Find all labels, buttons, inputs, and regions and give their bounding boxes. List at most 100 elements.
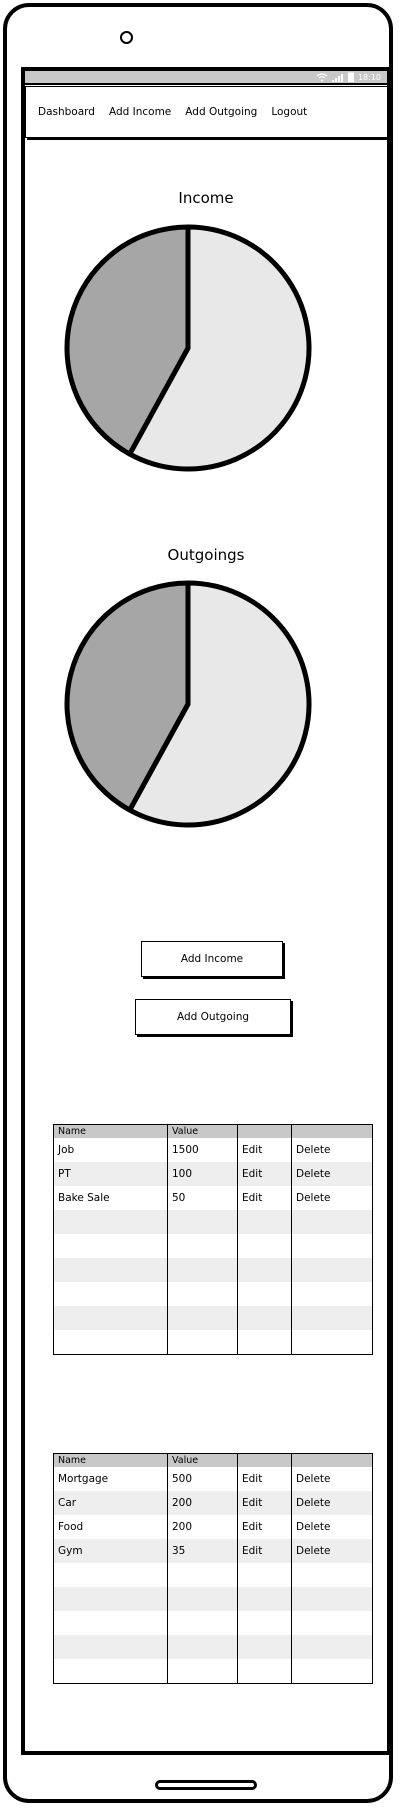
table-header-cell: Name (54, 1125, 168, 1138)
pie-slice-1 (64, 580, 191, 813)
table-cell (168, 1306, 238, 1330)
income-pie-chart (64, 224, 312, 472)
table-cell: Gym (54, 1539, 168, 1563)
table-cell (168, 1258, 238, 1282)
pie-slice-1 (64, 224, 191, 457)
table-cell: Car (54, 1491, 168, 1515)
delete-link[interactable]: Delete (296, 1192, 331, 1204)
table-header-cell: Name (54, 1454, 168, 1467)
table-row (54, 1306, 372, 1330)
table-cell (238, 1234, 292, 1258)
table-header-cell: Value (168, 1454, 238, 1467)
table-cell (168, 1659, 238, 1683)
table-cell (168, 1210, 238, 1234)
table-cell (238, 1210, 292, 1234)
edit-link[interactable]: Edit (238, 1467, 292, 1491)
table-cell (54, 1330, 168, 1354)
table-cell: 35 (168, 1539, 238, 1563)
table-row: Car 200 Edit Delete (54, 1491, 372, 1515)
edit-link[interactable]: Edit (238, 1162, 292, 1186)
table-cell (54, 1635, 168, 1659)
pie-slice-0 (127, 580, 312, 828)
table-cell (54, 1258, 168, 1282)
table-cell: PT (54, 1162, 168, 1186)
edit-link[interactable]: Edit (238, 1491, 292, 1515)
table-cell: 50 (168, 1186, 238, 1210)
table-cell (168, 1635, 238, 1659)
table-row (54, 1234, 372, 1258)
table-row: PT 100 Edit Delete (54, 1162, 372, 1186)
delete-link[interactable]: Delete (296, 1168, 331, 1180)
delete-link[interactable]: Delete (296, 1497, 331, 1509)
table-row (54, 1659, 372, 1683)
table-row: Mortgage 500 Edit Delete (54, 1467, 372, 1491)
nav-logout[interactable]: Logout (271, 106, 308, 118)
table-cell (292, 1563, 372, 1587)
status-bar: 18:10 (25, 71, 387, 85)
table-cell (238, 1587, 292, 1611)
nav-add-income[interactable]: Add Income (108, 106, 172, 118)
table-cell (238, 1563, 292, 1587)
nav-add-outgoing[interactable]: Add Outgoing (185, 106, 258, 118)
table-cell (54, 1210, 168, 1234)
table-cell (292, 1587, 372, 1611)
add-income-button[interactable]: Add Income (141, 941, 283, 977)
table-row (54, 1587, 372, 1611)
table-row (54, 1330, 372, 1354)
add-outgoing-button[interactable]: Add Outgoing (135, 999, 291, 1035)
delete-link[interactable]: Delete (296, 1521, 331, 1533)
delete-link[interactable]: Delete (296, 1144, 331, 1156)
delete-link[interactable]: Delete (296, 1545, 331, 1557)
edit-link[interactable]: Edit (238, 1539, 292, 1563)
table-cell (54, 1587, 168, 1611)
table-cell: Mortgage (54, 1467, 168, 1491)
table-row (54, 1611, 372, 1635)
outgoings-pie-chart (64, 580, 312, 828)
table-cell (54, 1563, 168, 1587)
table-cell (238, 1635, 292, 1659)
pie-slice-0 (127, 224, 312, 472)
table-header-cell (292, 1125, 372, 1138)
nav-dashboard[interactable]: Dashboard (38, 106, 95, 118)
table-cell: Food (54, 1515, 168, 1539)
table-header-row: Name Value (54, 1454, 372, 1467)
table-row (54, 1563, 372, 1587)
table-cell (168, 1563, 238, 1587)
table-cell (54, 1659, 168, 1683)
table-row (54, 1282, 372, 1306)
delete-link[interactable]: Delete (296, 1473, 331, 1485)
table-cell (168, 1330, 238, 1354)
table-cell (238, 1282, 292, 1306)
outgoing-table: Name Value Mortgage 500 Edit Delete Car 200 Edit… (53, 1453, 373, 1684)
income-table: Name Value Job 1500 Edit Delete PT 100 Edit Delet… (53, 1124, 373, 1355)
table-header-cell (238, 1125, 292, 1138)
edit-link[interactable]: Edit (238, 1515, 292, 1539)
table-cell (168, 1234, 238, 1258)
table-cell: Job (54, 1138, 168, 1162)
home-button[interactable] (155, 1780, 257, 1790)
edit-link[interactable]: Edit (238, 1138, 292, 1162)
income-chart-title: Income (178, 189, 234, 207)
table-cell: Bake Sale (54, 1186, 168, 1210)
table-header-cell (238, 1454, 292, 1467)
table-cell: 500 (168, 1467, 238, 1491)
status-time: 18:10 (357, 72, 381, 82)
table-row (54, 1210, 372, 1234)
table-cell: 200 (168, 1491, 238, 1515)
camera-icon (120, 31, 133, 44)
table-cell (168, 1282, 238, 1306)
table-cell (238, 1659, 292, 1683)
phone-frame: 18:10 Dashboard Add Income Add Outgoing … (3, 3, 393, 1803)
table-cell: 1500 (168, 1138, 238, 1162)
screen: 18:10 Dashboard Add Income Add Outgoing … (21, 67, 391, 1755)
table-cell (292, 1258, 372, 1282)
table-row: Job 1500 Edit Delete (54, 1138, 372, 1162)
table-cell (238, 1258, 292, 1282)
table-cell (292, 1330, 372, 1354)
table-header-row: Name Value (54, 1125, 372, 1138)
table-cell (238, 1611, 292, 1635)
table-cell (292, 1234, 372, 1258)
edit-link[interactable]: Edit (238, 1186, 292, 1210)
table-cell (54, 1306, 168, 1330)
table-cell (238, 1330, 292, 1354)
